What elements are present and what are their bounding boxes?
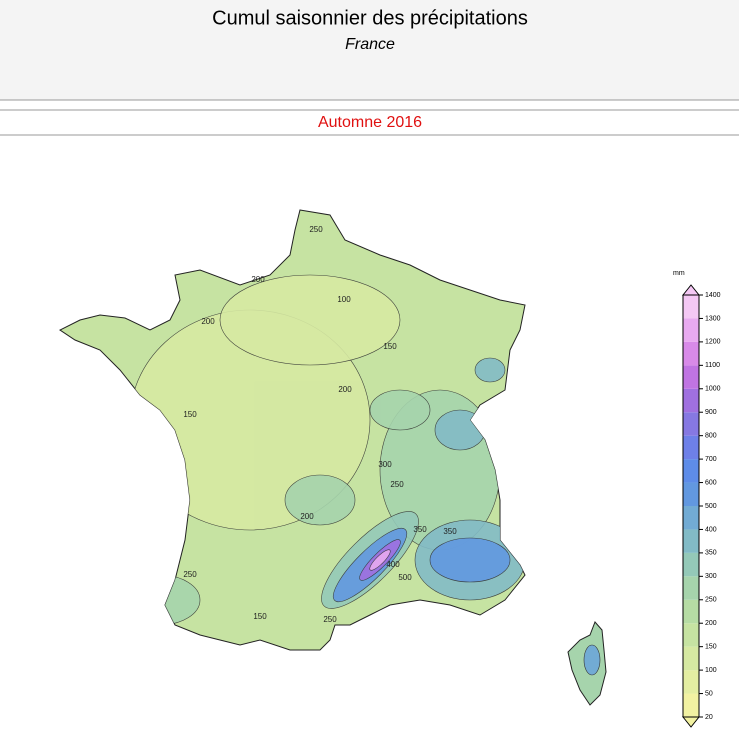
contour-label: 150 bbox=[183, 410, 197, 419]
rain-zone bbox=[119, 574, 201, 626]
header-panel bbox=[0, 0, 739, 100]
tick-label: 1200 bbox=[705, 339, 721, 346]
tick-label: 800 bbox=[705, 433, 717, 440]
tick-label: 700 bbox=[705, 456, 717, 463]
rain-zone bbox=[219, 274, 401, 366]
color-band bbox=[683, 576, 699, 600]
tick-label: 400 bbox=[705, 526, 717, 533]
color-band bbox=[683, 295, 699, 319]
contour-label: 200 bbox=[251, 275, 265, 284]
period: Automne 2016 bbox=[318, 114, 422, 131]
color-band bbox=[683, 623, 699, 647]
color-band bbox=[683, 365, 699, 389]
contour-label: 100 bbox=[337, 295, 351, 304]
tick-label: 1100 bbox=[705, 362, 720, 369]
color-band bbox=[683, 529, 699, 553]
tick-label: 500 bbox=[705, 503, 717, 510]
map: 200 250 200 100 150 200 150 200 250 300 350 400 500 2… bbox=[59, 209, 607, 706]
color-band bbox=[683, 318, 699, 342]
color-band bbox=[683, 459, 699, 483]
arrow-top bbox=[681, 284, 701, 296]
contour-label: 400 bbox=[386, 560, 400, 569]
color-band bbox=[683, 552, 699, 577]
tick-label: 350 bbox=[705, 550, 717, 557]
contour-label: 350 bbox=[443, 527, 457, 536]
contour-label: 250 bbox=[390, 480, 404, 489]
rain-zone bbox=[369, 389, 431, 431]
rain-zone bbox=[369, 549, 391, 571]
color-band bbox=[683, 388, 699, 413]
rain-zone bbox=[474, 357, 506, 383]
contour-label: 350 bbox=[413, 525, 427, 534]
contour-label: 150 bbox=[383, 342, 397, 351]
color-band bbox=[683, 693, 699, 717]
tick-label: 150 bbox=[705, 644, 717, 651]
tick-label: 20 bbox=[705, 714, 713, 721]
contour-label: 200 bbox=[338, 385, 352, 394]
contour-label: 250 bbox=[309, 225, 323, 234]
rain-zone bbox=[284, 474, 356, 526]
contour-label: 250 bbox=[323, 615, 337, 624]
color-band bbox=[683, 646, 699, 671]
rain-field bbox=[119, 274, 525, 626]
tick-label: 900 bbox=[705, 409, 717, 416]
rain-zone bbox=[583, 644, 601, 676]
colorbar-unit: mm bbox=[673, 270, 685, 277]
contour-label: 150 bbox=[253, 612, 267, 621]
tick-label: 1300 bbox=[705, 315, 721, 322]
tick-label: 1400 bbox=[705, 292, 721, 299]
contour-label: 200 bbox=[201, 317, 215, 326]
tick-label: 100 bbox=[705, 667, 717, 674]
contour-label: 300 bbox=[378, 460, 392, 469]
color-band bbox=[683, 341, 699, 366]
tick-label: 200 bbox=[705, 620, 717, 627]
rain-zone bbox=[429, 537, 511, 583]
rain-zone bbox=[434, 409, 486, 451]
color-band bbox=[683, 412, 699, 436]
contour-label: 500 bbox=[398, 573, 412, 582]
color-band bbox=[683, 482, 699, 506]
title: Cumul saisonnier des précipitations bbox=[212, 7, 528, 29]
color-band bbox=[683, 670, 699, 694]
subtitle: France bbox=[345, 36, 395, 53]
tick-label: 250 bbox=[705, 597, 717, 604]
tick-label: 600 bbox=[705, 479, 717, 486]
colorbar: mm 20 50 100 150 200 250 300 350 400 500 600 700 800 9… bbox=[673, 270, 721, 728]
tick-label: 300 bbox=[705, 573, 717, 580]
tick-label: 50 bbox=[705, 690, 713, 697]
tick-label: 1000 bbox=[705, 386, 721, 393]
contour-label: 250 bbox=[183, 570, 197, 579]
color-band bbox=[683, 435, 699, 460]
color-band bbox=[683, 506, 699, 530]
color-band bbox=[683, 599, 699, 624]
arrow-bottom bbox=[681, 716, 701, 728]
contour-label: 200 bbox=[300, 512, 314, 521]
